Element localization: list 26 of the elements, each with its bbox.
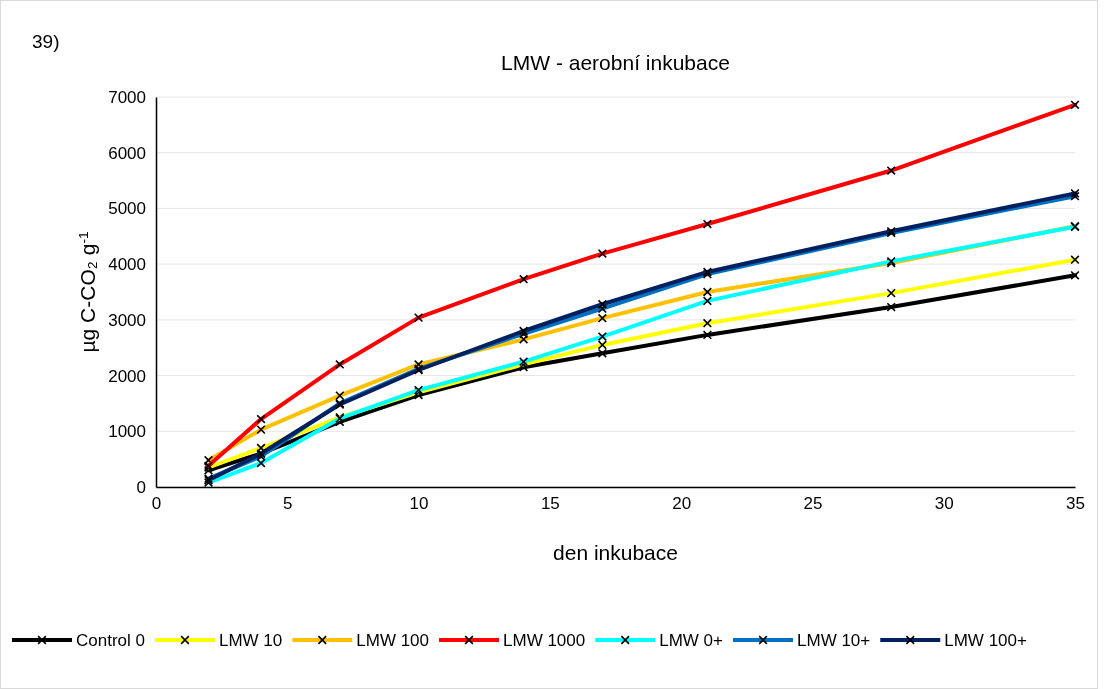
y-tick-label: 6000 xyxy=(108,143,146,163)
legend-label: LMW 10+ xyxy=(797,631,871,650)
text: 39) xyxy=(32,31,60,52)
y-tick-label: 5000 xyxy=(108,199,146,219)
legend-label: LMW 100 xyxy=(356,631,430,650)
y-tick-label: 3000 xyxy=(108,310,146,330)
y-tick-label: 7000 xyxy=(108,87,146,107)
x-tick-label: 30 xyxy=(934,494,954,514)
legend-label: LMW 100+ xyxy=(944,631,1027,650)
x-tick-label: 15 xyxy=(540,494,560,514)
y-tick-label: 4000 xyxy=(108,255,146,275)
x-axis-title: den inkubace xyxy=(553,541,678,564)
legend-label: LMW 10 xyxy=(218,631,283,650)
chart-title: LMW - aerobní inkubace xyxy=(501,51,730,74)
legend-label: Control 0 xyxy=(76,631,145,650)
legend-label: LMW 1000 xyxy=(503,631,586,650)
y-tick-label: 1000 xyxy=(108,422,146,442)
x-tick-label: 10 xyxy=(409,494,429,514)
x-tick-label: 35 xyxy=(1066,494,1085,514)
y-tick-label: 0 xyxy=(136,477,146,497)
x-tick-label: 20 xyxy=(672,494,692,514)
x-tick-label: 25 xyxy=(803,494,823,514)
legend-label: LMW 0+ xyxy=(659,631,724,650)
y-tick-label: 2000 xyxy=(108,366,146,386)
x-tick-label: 0 xyxy=(151,494,162,514)
x-tick-label: 5 xyxy=(283,494,293,514)
